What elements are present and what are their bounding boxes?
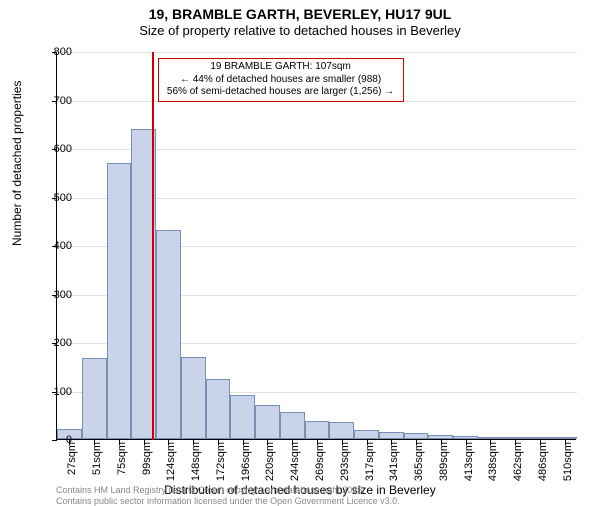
histogram-bar	[230, 395, 255, 439]
callout-line: ← 44% of detached houses are smaller (98…	[163, 74, 399, 87]
marker-line	[152, 52, 154, 440]
histogram-bar	[478, 437, 503, 439]
y-tick-label: 100	[32, 386, 72, 398]
histogram-bar	[453, 436, 478, 439]
y-tick-label: 200	[32, 337, 72, 349]
marker-callout: 19 BRAMBLE GARTH: 107sqm← 44% of detache…	[158, 58, 404, 102]
x-tick-label: 317sqm	[364, 442, 376, 481]
y-tick-label: 300	[32, 289, 72, 301]
histogram-bar	[503, 437, 528, 439]
y-tick-label: 0	[32, 434, 72, 446]
x-tick-label: 365sqm	[413, 442, 425, 481]
x-tick-label: 244sqm	[289, 442, 301, 481]
x-tick-label: 293sqm	[339, 442, 351, 481]
x-tick-label: 75sqm	[116, 442, 128, 475]
x-tick-label: 99sqm	[141, 442, 153, 475]
callout-line: 19 BRAMBLE GARTH: 107sqm	[163, 61, 399, 74]
x-tick-label: 389sqm	[438, 442, 450, 481]
gridline	[57, 52, 577, 53]
histogram-bar	[428, 435, 453, 439]
x-tick-label: 124sqm	[165, 442, 177, 481]
histogram-bar	[181, 357, 206, 439]
y-tick-label: 400	[32, 240, 72, 252]
footer-line-2: Contains public sector information licen…	[56, 496, 400, 506]
plot-area: 27sqm51sqm75sqm99sqm124sqm148sqm172sqm19…	[56, 52, 576, 440]
histogram-bar	[527, 437, 552, 439]
x-tick-label: 341sqm	[388, 442, 400, 481]
x-tick-label: 462sqm	[512, 442, 524, 481]
x-tick-label: 220sqm	[264, 442, 276, 481]
histogram-bar	[305, 421, 330, 439]
y-axis-label: Number of detached properties	[10, 81, 24, 246]
x-tick-label: 438sqm	[487, 442, 499, 481]
chart-area: 27sqm51sqm75sqm99sqm124sqm148sqm172sqm19…	[56, 52, 576, 440]
x-tick-label: 51sqm	[91, 442, 103, 475]
chart-title-sub: Size of property relative to detached ho…	[0, 23, 600, 38]
x-tick-label: 269sqm	[314, 442, 326, 481]
histogram-bar	[329, 422, 354, 439]
footer-line-1: Contains HM Land Registry data © Crown c…	[56, 485, 400, 495]
x-tick-label: 172sqm	[215, 442, 227, 481]
histogram-bar	[107, 163, 132, 439]
x-tick-label: 196sqm	[240, 442, 252, 481]
histogram-bar	[354, 430, 379, 439]
x-tick-label: 148sqm	[190, 442, 202, 481]
chart-title-main: 19, BRAMBLE GARTH, BEVERLEY, HU17 9UL	[0, 6, 600, 22]
x-tick-label: 486sqm	[537, 442, 549, 481]
histogram-bar	[156, 230, 181, 439]
y-tick-label: 600	[32, 143, 72, 155]
histogram-bar	[206, 379, 231, 439]
histogram-bar	[379, 432, 404, 439]
y-tick-label: 800	[32, 46, 72, 58]
y-tick-label: 500	[32, 192, 72, 204]
x-tick-label: 27sqm	[66, 442, 78, 475]
y-tick-label: 700	[32, 95, 72, 107]
chart-footer: Contains HM Land Registry data © Crown c…	[56, 485, 400, 506]
histogram-bar	[280, 412, 305, 439]
histogram-bar	[404, 433, 429, 439]
callout-line: 56% of semi-detached houses are larger (…	[163, 86, 399, 99]
histogram-bar	[255, 405, 280, 439]
x-tick-label: 413sqm	[463, 442, 475, 481]
x-tick-label: 510sqm	[562, 442, 574, 481]
histogram-bar	[82, 358, 107, 439]
histogram-bar	[552, 437, 577, 439]
